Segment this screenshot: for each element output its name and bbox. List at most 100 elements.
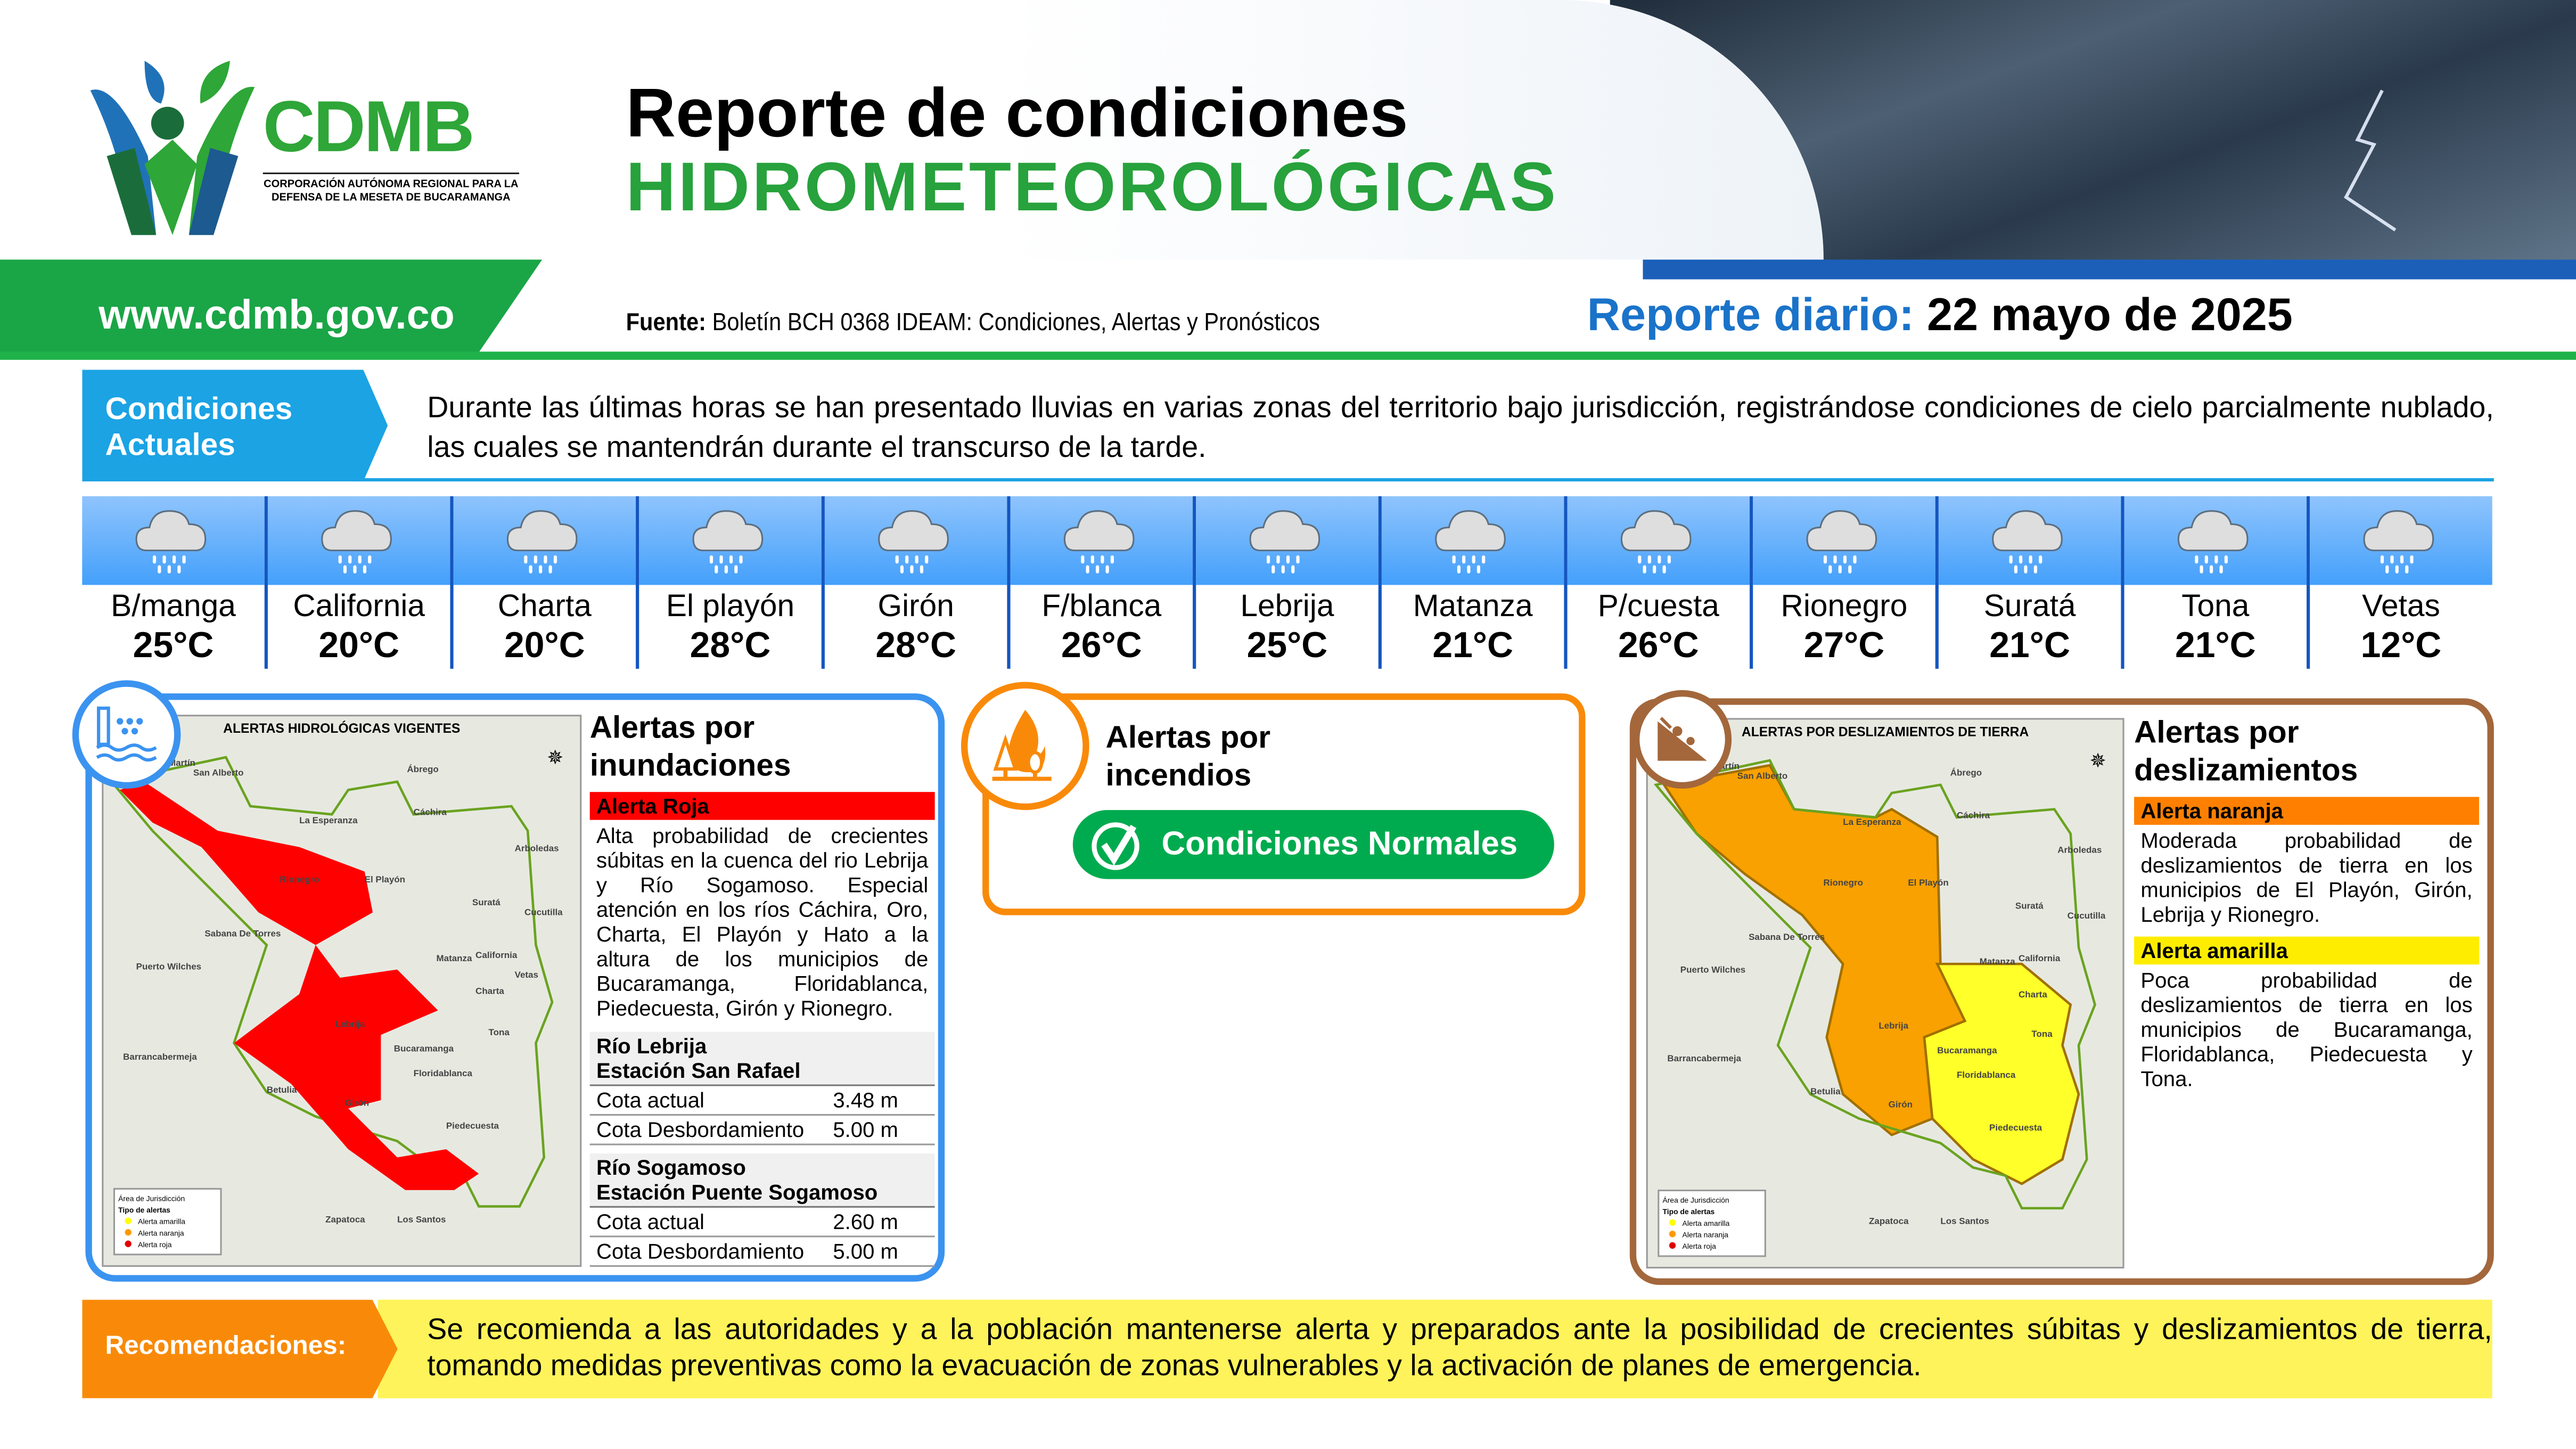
- map-place-label: Betulia: [1810, 1087, 1841, 1098]
- yellow-alert-area: [1923, 962, 2080, 1185]
- source-line: Fuente: Boletín BCH 0368 IDEAM: Condicio…: [626, 309, 1320, 337]
- station-name: Estación San Rafael: [596, 1058, 801, 1083]
- rain-cloud-icon: [453, 496, 636, 585]
- weather-item: Lebrija 25°C: [1193, 496, 1379, 669]
- map-place-label: Matanza: [436, 955, 472, 965]
- logo-text: CDMB: [262, 87, 475, 168]
- map-place-label: Cáchira: [1956, 811, 1990, 821]
- map-place-label: Floridablanca: [413, 1069, 472, 1079]
- map-place-label: Los Santos: [1940, 1218, 1989, 1228]
- map-place-label: Cucutilla: [2067, 912, 2106, 922]
- legend-label: Alerta roja: [1682, 1242, 1716, 1251]
- cdmb-logo-icon: [90, 61, 255, 235]
- weather-item: California 20°C: [264, 496, 450, 669]
- current-conditions-text: Durante las últimas horas se han present…: [427, 391, 2494, 464]
- landslide-title: Alertas por deslizamientos: [2134, 716, 2358, 789]
- map-place-label: Floridablanca: [1956, 1071, 2016, 1082]
- recommendations-label: Recomendaciones:: [82, 1299, 398, 1398]
- map-place-label: Ábrego: [1950, 768, 1982, 779]
- weather-item: Tona 21°C: [2121, 496, 2307, 669]
- flood-alerts-panel: ALERTAS HIDROLÓGICAS VIGENTES San Martín…: [85, 693, 945, 1282]
- website-link[interactable]: www.cdmb.gov.co: [99, 292, 455, 339]
- weather-item: El playón 28°C: [636, 496, 822, 669]
- legend-dot: [1669, 1219, 1676, 1226]
- landslide-alerts-panel: ALERTAS POR DESLIZAMIENTOS DE TIERRA San…: [1629, 698, 2494, 1285]
- legend-title: Tipo de alertas: [1662, 1207, 1715, 1216]
- rain-cloud-icon: [639, 496, 822, 585]
- map-legend: Área de Jurisdicción Tipo de alertas Alert…: [1658, 1189, 1766, 1257]
- flood-title: Alertas por inundaciones: [589, 711, 791, 784]
- legend-dot: [1669, 1242, 1676, 1249]
- rain-cloud-icon: [1010, 496, 1193, 585]
- map-place-label: Barrancabermeja: [1667, 1055, 1742, 1065]
- check-circle-icon: [1092, 822, 1139, 870]
- level-label: Cota Desbordamiento: [596, 1117, 805, 1142]
- station-header: Río Lebrija Estación San Rafael: [589, 1032, 935, 1086]
- map-place-label: San Alberto: [193, 768, 244, 779]
- rain-cloud-icon: [2124, 496, 2307, 585]
- map-place-label: Cáchira: [413, 808, 447, 818]
- level-label: Cota Desbordamiento: [596, 1239, 805, 1264]
- landslide-alert-level: Alerta naranja: [2134, 797, 2480, 825]
- legend-item: Alerta naranja: [118, 1227, 217, 1239]
- river-name: Río Sogamoso: [596, 1155, 746, 1180]
- compass-rose-icon: ✵: [547, 746, 564, 769]
- municipality-name: California: [293, 590, 425, 625]
- map-place-label: Zapatoca: [325, 1216, 365, 1226]
- weather-item: Suratá 21°C: [1935, 496, 2121, 669]
- map-place-label: El Playón: [364, 876, 406, 887]
- map-place-label: Suratá: [472, 899, 501, 910]
- temperature: 27°C: [1803, 624, 1885, 666]
- map-place-label: Barrancabermeja: [123, 1053, 197, 1063]
- flood-alert-text: Alta probabilidad de crecientes súbitas …: [596, 823, 929, 1021]
- weather-item: F/blanca 26°C: [1007, 496, 1193, 669]
- municipality-name: Suratá: [1983, 590, 2076, 625]
- weather-item: Vetas 12°C: [2307, 496, 2492, 669]
- map-place-label: Tona: [2031, 1030, 2053, 1041]
- map-place-label: California: [2019, 954, 2061, 964]
- flood-map-title: ALERTAS HIDROLÓGICAS VIGENTES: [223, 721, 461, 736]
- report-date: 22 mayo de 2025: [1927, 289, 2293, 340]
- legend-dot: [125, 1217, 132, 1224]
- temperature: 20°C: [504, 624, 585, 666]
- legend-area: Área de Jurisdicción: [1662, 1196, 1729, 1205]
- orange-alert-area: [1662, 764, 1967, 1136]
- municipality-name: P/cuesta: [1597, 590, 1719, 625]
- legend-item: Alerta amarilla: [118, 1216, 217, 1227]
- weather-item: Charta 20°C: [450, 496, 636, 669]
- map-place-label: Suratá: [2015, 902, 2044, 912]
- weather-item: Rionegro 27°C: [1750, 496, 1935, 669]
- compass-rose-icon: ✵: [2089, 749, 2106, 773]
- river-name: Río Lebrija: [596, 1033, 707, 1059]
- weather-item: Matanza 21°C: [1378, 496, 1564, 669]
- legend-label: Alerta naranja: [1682, 1231, 1729, 1239]
- flood-map: ALERTAS HIDROLÓGICAS VIGENTES San Martín…: [102, 715, 582, 1267]
- map-place-label: Bucaramanga: [1937, 1047, 1997, 1057]
- level-value: 5.00 m: [833, 1117, 898, 1142]
- legend-dot: [125, 1240, 132, 1247]
- legend-item: Alerta roja: [1663, 1241, 1761, 1252]
- map-place-label: Charta: [2019, 990, 2047, 1000]
- municipality-name: Lebrija: [1240, 590, 1334, 625]
- rain-cloud-icon: [1381, 496, 1564, 585]
- rain-cloud-icon: [2310, 496, 2492, 585]
- municipality-name: Girón: [877, 590, 954, 625]
- legend-item: Alerta amarilla: [1663, 1217, 1761, 1229]
- map-place-label: Rionegro: [1823, 879, 1864, 889]
- municipality-name: Vetas: [2362, 590, 2440, 625]
- level-label: Cota actual: [596, 1209, 704, 1234]
- red-alert-area: [120, 781, 479, 1190]
- map-place-label: Matanza: [1979, 957, 2015, 968]
- map-graphic: [1653, 759, 2096, 1210]
- rain-cloud-icon: [267, 496, 450, 585]
- fire-icon: [961, 682, 1089, 811]
- landslide-alert-list: Alerta naranja Moderada probabilidad de d…: [2134, 797, 2480, 1094]
- map-place-label: Zapatoca: [1869, 1218, 1909, 1228]
- cdmb-logo: CDMB CORPORACIÓN AUTÓNOMA REGIONAL PARA …: [82, 58, 520, 247]
- temperature: 25°C: [133, 624, 214, 666]
- landslide-alert-text: Poca probabilidad de deslizamientos de t…: [2140, 968, 2473, 1091]
- map-place-label: Puerto Wilches: [136, 963, 202, 973]
- flood-alert-level: Alerta Roja: [589, 792, 935, 820]
- temperature: 26°C: [1618, 624, 1699, 666]
